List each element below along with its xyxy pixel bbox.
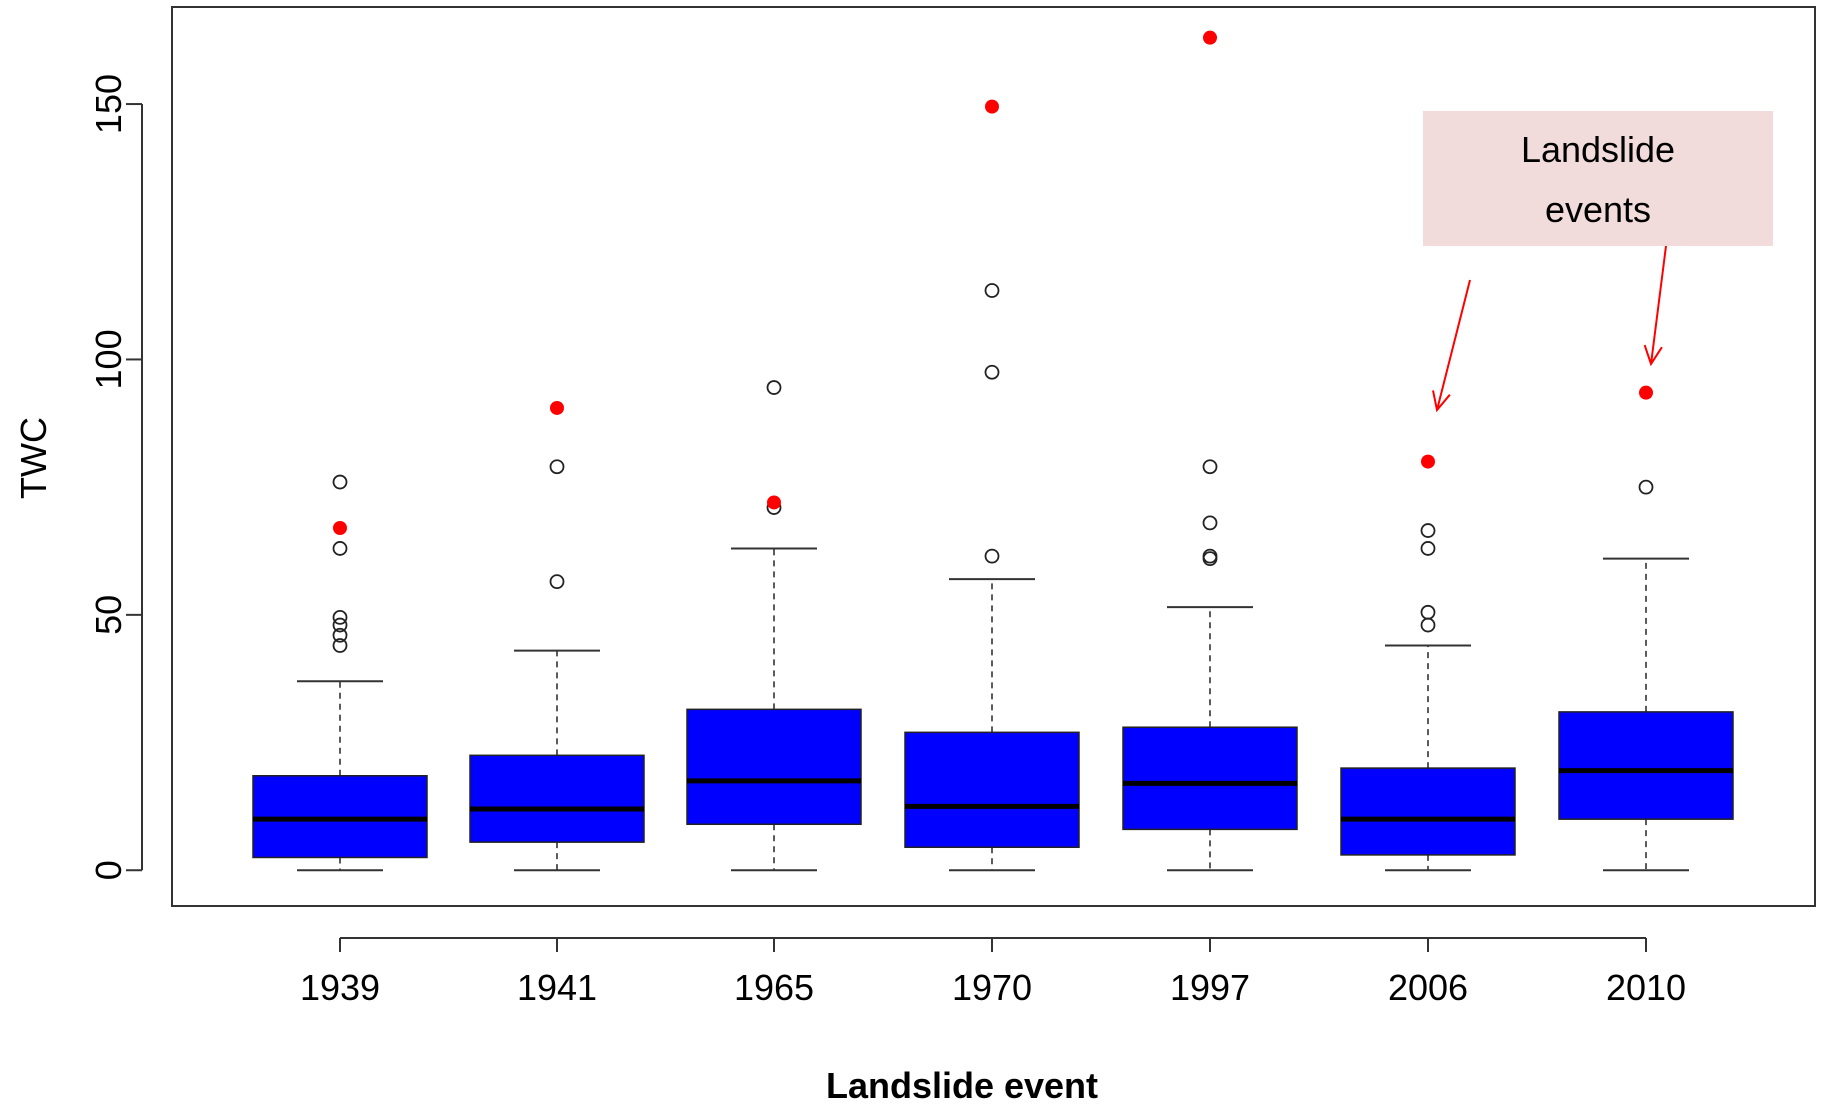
- annotation-arrow-2010: [1643, 245, 1667, 367]
- annotation-text-line1: Landslide: [1521, 129, 1675, 170]
- x-tick-label: 2010: [1606, 967, 1686, 1008]
- outlier-point: [549, 459, 565, 475]
- outlier-point: [1202, 515, 1218, 531]
- outlier-point: [766, 380, 782, 395]
- outlier-point: [1202, 459, 1218, 475]
- outlier-point: [1202, 551, 1218, 567]
- box-iqr: [686, 708, 862, 826]
- outlier-point: [332, 610, 348, 625]
- arrow-shaft: [1436, 279, 1471, 411]
- outlier-point: [1638, 479, 1654, 495]
- x-tick-label: 1965: [734, 967, 814, 1008]
- box-group-1970: [904, 99, 1080, 872]
- outlier-point: [332, 541, 348, 556]
- x-axis: 1939 1941 1965 1970 1997 2006 2010: [300, 937, 1686, 1008]
- annotation-layer: Landslide events: [1423, 111, 1773, 413]
- box-group-1997: [1122, 30, 1298, 872]
- boxes-layer: [252, 30, 1734, 872]
- outlier-point: [332, 627, 348, 643]
- outlier-point: [332, 617, 348, 633]
- box-group-1941: [469, 400, 645, 872]
- arrow-head: [1432, 390, 1451, 413]
- box-iqr: [1122, 726, 1298, 831]
- box-iqr: [252, 774, 428, 859]
- outlier-point: [984, 364, 1000, 380]
- x-axis-title: Landslide event: [826, 1065, 1098, 1106]
- outlier-point: [549, 574, 565, 590]
- annotation-arrow-2006: [1432, 279, 1471, 413]
- annotation-box: [1423, 111, 1773, 246]
- y-axis: 0 50 100 150: [88, 74, 143, 880]
- x-tick-label: 2006: [1388, 967, 1468, 1008]
- box-group-1965: [686, 380, 862, 872]
- x-tick-label: 1970: [952, 967, 1032, 1008]
- landslide-event-point: [1421, 454, 1435, 469]
- outlier-point: [332, 474, 348, 490]
- y-tick-label: 100: [88, 329, 129, 389]
- box-group-2010: [1558, 385, 1734, 872]
- outlier-point: [1420, 523, 1436, 538]
- outlier-point: [984, 548, 1000, 564]
- x-tick-label: 1939: [300, 967, 380, 1008]
- box-group-1939: [252, 474, 428, 872]
- y-axis-title: TWC: [13, 417, 54, 499]
- y-tick-label: 50: [88, 595, 129, 635]
- outlier-point: [332, 638, 348, 653]
- y-tick-label: 150: [88, 74, 129, 134]
- y-tick-label: 0: [88, 860, 129, 880]
- outlier-point: [1420, 617, 1436, 633]
- arrow-head: [1643, 344, 1663, 367]
- landslide-event-point: [1639, 385, 1653, 400]
- annotation-text-line2: events: [1545, 189, 1651, 230]
- arrow-shaft: [1650, 245, 1667, 365]
- landslide-event-point: [985, 99, 999, 114]
- outlier-point: [1420, 541, 1436, 556]
- x-tick-label: 1941: [517, 967, 597, 1008]
- landslide-event-point: [1203, 30, 1217, 45]
- box-iqr: [469, 754, 645, 843]
- x-tick-label: 1997: [1170, 967, 1250, 1008]
- plot-frame: [171, 6, 1816, 907]
- landslide-event-point: [333, 521, 347, 536]
- plot-area: [171, 6, 1816, 907]
- box-iqr: [1340, 767, 1516, 856]
- landslide-event-point: [550, 400, 564, 415]
- outlier-point: [984, 283, 1000, 298]
- box-group-2006: [1340, 454, 1516, 872]
- landslide-event-point: [767, 495, 781, 510]
- box-iqr: [1558, 711, 1734, 820]
- box-iqr: [904, 731, 1080, 849]
